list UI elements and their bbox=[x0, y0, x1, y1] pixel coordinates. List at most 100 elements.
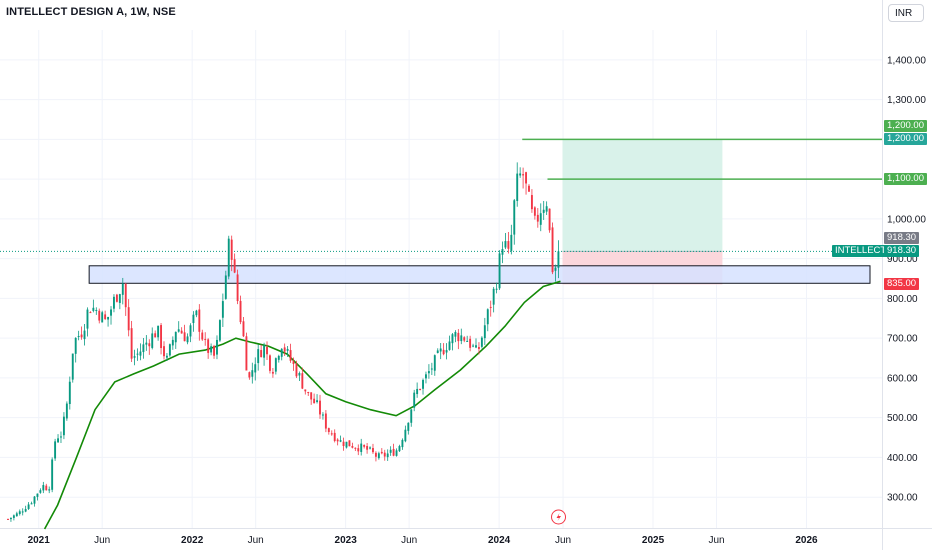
candle bbox=[360, 438, 363, 456]
candle bbox=[345, 441, 348, 449]
x-tick-label: 2021 bbox=[28, 535, 51, 546]
candle bbox=[392, 443, 395, 457]
y-tick-label: 800.00 bbox=[887, 294, 918, 305]
candle-body bbox=[48, 489, 51, 491]
candle-body bbox=[68, 381, 71, 405]
x-tick-label: 2026 bbox=[795, 535, 818, 546]
candle bbox=[489, 300, 492, 317]
candle bbox=[522, 167, 525, 189]
candle bbox=[445, 343, 448, 360]
candle-body bbox=[157, 325, 160, 338]
candle bbox=[15, 511, 18, 517]
candle bbox=[201, 329, 204, 341]
candle-body bbox=[398, 446, 401, 452]
candle-body bbox=[525, 172, 527, 184]
candle-body bbox=[86, 309, 89, 329]
currency-button[interactable]: INR bbox=[888, 4, 924, 22]
candle bbox=[501, 241, 504, 264]
candle bbox=[480, 336, 483, 349]
candle bbox=[298, 371, 301, 381]
candle bbox=[42, 481, 45, 494]
candle-body bbox=[121, 283, 124, 295]
candle-body bbox=[277, 355, 280, 360]
candle-body bbox=[133, 356, 136, 358]
candle-body bbox=[198, 309, 201, 332]
candle bbox=[472, 343, 475, 348]
candle-body bbox=[192, 314, 195, 324]
x-tick-label: 2023 bbox=[335, 535, 358, 546]
candle bbox=[439, 342, 442, 360]
candle bbox=[177, 321, 180, 333]
candle bbox=[410, 408, 413, 427]
candle-body bbox=[377, 453, 380, 459]
candle-body bbox=[445, 350, 448, 353]
candle-body bbox=[239, 300, 242, 323]
candle bbox=[18, 509, 21, 516]
candle-body bbox=[12, 515, 15, 518]
candle bbox=[115, 293, 118, 303]
candle bbox=[457, 329, 460, 350]
x-tick-label: Jun bbox=[555, 535, 571, 546]
candle bbox=[448, 335, 451, 351]
candle-body bbox=[98, 310, 101, 321]
y-tick-label: 1,000.00 bbox=[887, 214, 926, 225]
candle-body bbox=[289, 350, 292, 361]
candle bbox=[254, 357, 257, 381]
candle bbox=[442, 343, 445, 356]
candle-body bbox=[163, 346, 165, 357]
candle-body bbox=[213, 345, 215, 356]
candle bbox=[407, 422, 410, 435]
candle bbox=[319, 394, 321, 419]
candle bbox=[492, 286, 495, 313]
candle-body bbox=[15, 513, 18, 517]
candle bbox=[416, 382, 419, 398]
candle-body bbox=[266, 346, 268, 355]
candle bbox=[121, 277, 124, 305]
candle bbox=[507, 231, 510, 254]
candle bbox=[469, 335, 472, 352]
candle bbox=[216, 335, 218, 360]
candle bbox=[422, 378, 424, 395]
candle bbox=[210, 343, 213, 356]
candle bbox=[398, 444, 401, 453]
candle bbox=[127, 299, 130, 337]
candle-body bbox=[457, 332, 460, 342]
candle bbox=[157, 325, 160, 341]
candle bbox=[539, 203, 542, 232]
candle bbox=[551, 222, 554, 275]
candle bbox=[404, 425, 407, 443]
candle bbox=[289, 343, 292, 363]
candle-body bbox=[30, 503, 33, 505]
candle bbox=[528, 184, 530, 192]
candle bbox=[324, 410, 327, 433]
candle-body bbox=[416, 388, 419, 395]
candle bbox=[183, 324, 186, 342]
candle-body bbox=[304, 389, 307, 392]
candle-body bbox=[313, 398, 316, 404]
candle-body bbox=[57, 438, 59, 443]
candle-body bbox=[545, 206, 548, 212]
candle-body bbox=[171, 339, 174, 346]
candle-body bbox=[351, 446, 354, 448]
candle bbox=[477, 342, 480, 355]
candle-body bbox=[154, 333, 157, 338]
candle bbox=[366, 442, 369, 454]
candle bbox=[110, 306, 112, 325]
candle-body bbox=[442, 349, 445, 355]
candle bbox=[295, 360, 298, 379]
candle-body bbox=[339, 440, 342, 442]
candle bbox=[89, 311, 92, 314]
candle bbox=[54, 438, 57, 461]
candle bbox=[301, 367, 304, 390]
candle bbox=[498, 250, 501, 291]
candles-layer bbox=[7, 162, 560, 522]
candle-body bbox=[301, 373, 304, 389]
support-zone bbox=[88, 265, 871, 284]
candle-body bbox=[472, 345, 475, 347]
candle bbox=[65, 401, 68, 421]
candle bbox=[221, 293, 224, 327]
candle-body bbox=[136, 353, 139, 355]
candle-body bbox=[530, 195, 533, 210]
candle-body bbox=[516, 173, 519, 201]
